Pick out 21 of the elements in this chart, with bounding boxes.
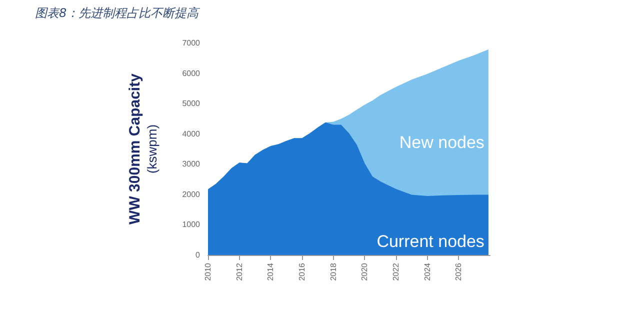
- x-tick-label: 2020: [360, 262, 370, 281]
- x-tick-label: 2010: [204, 262, 212, 281]
- chart-title: 图表8：先进制程占比不断提高: [35, 6, 201, 20]
- y-tick-label: 5000: [182, 99, 201, 108]
- y-tick-label: 3000: [182, 160, 201, 169]
- y-tick-label: 2000: [182, 190, 201, 199]
- x-tick-label: 2012: [234, 262, 244, 281]
- x-tick-label: 2018: [328, 262, 338, 281]
- x-tick-label: 2026: [454, 262, 464, 281]
- y-axis-title: WW 300mm Capacity (kswpm): [126, 72, 160, 224]
- y-tick-label: 4000: [182, 129, 201, 138]
- y-tick-label: 0: [196, 250, 201, 260]
- y-tick-label: 7000: [182, 38, 201, 48]
- x-tick-label: 2016: [298, 262, 306, 281]
- x-tick-label: 2014: [266, 262, 276, 281]
- x-tick-label: 2022: [392, 262, 400, 281]
- y-tick-label: 6000: [182, 68, 201, 78]
- y-tick-label: 1000: [182, 220, 201, 230]
- x-tick-label: 2024: [422, 262, 432, 281]
- series-label: New nodes: [399, 132, 484, 152]
- series-label: Current nodes: [376, 232, 484, 251]
